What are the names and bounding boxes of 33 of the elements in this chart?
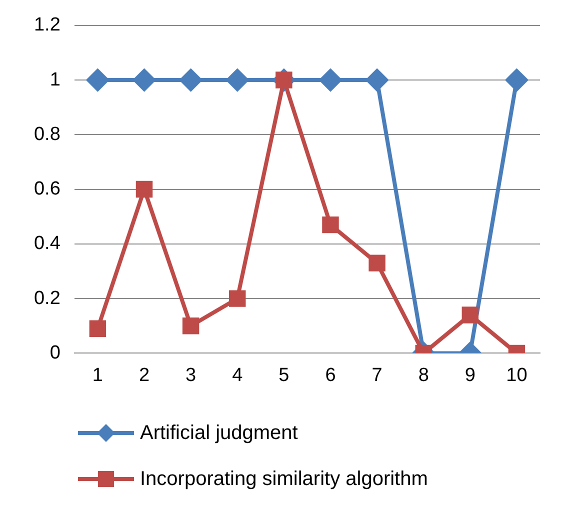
point xyxy=(229,290,246,307)
point xyxy=(322,216,339,234)
x-tick-label: 2 xyxy=(138,364,150,386)
point xyxy=(462,306,479,324)
y-tick-label: 0.4 xyxy=(34,233,61,254)
y-tick-label: 0 xyxy=(50,342,60,364)
x-tick-label: 7 xyxy=(372,364,382,386)
x-tick-label: 9 xyxy=(464,364,476,386)
legend-label: Incorporating similarity algorithm xyxy=(140,468,428,490)
point xyxy=(133,69,156,92)
y-tick-label: 0.2 xyxy=(34,288,60,309)
x-tick-label: 3 xyxy=(186,364,196,386)
legend-label: Artificial judgment xyxy=(140,422,298,444)
point xyxy=(319,69,342,92)
y-tick-label: 0.8 xyxy=(34,124,60,145)
x-tick-label: 6 xyxy=(325,364,336,386)
y-tick-label: 0.6 xyxy=(34,178,60,200)
x-tick-label: 1 xyxy=(92,364,103,386)
x-tick-label: 4 xyxy=(232,364,244,386)
point xyxy=(86,69,109,92)
point xyxy=(182,318,200,334)
x-tick-label: 8 xyxy=(418,364,429,386)
x-tick-label: 5 xyxy=(278,364,290,386)
point xyxy=(136,180,153,198)
point xyxy=(226,69,248,92)
point xyxy=(368,254,386,272)
point xyxy=(89,320,106,337)
point xyxy=(366,69,388,92)
x-tick-label: 10 xyxy=(506,364,528,386)
point xyxy=(506,69,528,92)
y-tick-label: 1.2 xyxy=(34,14,60,36)
y-tick-label: 1 xyxy=(50,69,60,90)
point xyxy=(180,69,202,92)
